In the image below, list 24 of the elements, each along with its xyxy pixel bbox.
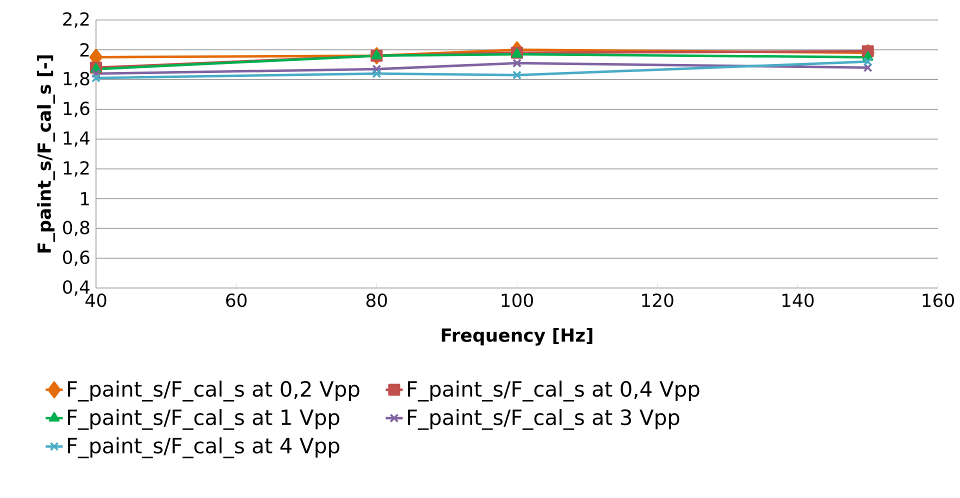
- legend-label: F_paint_s/F_cal_s at 3 Vpp: [408, 408, 680, 430]
- y-tick-label: 1,4: [64, 131, 90, 147]
- x-tick-label: 60: [226, 294, 247, 308]
- legend-label: F_paint_s/F_cal_s at 0,4 Vpp: [408, 380, 700, 402]
- legend-label: F_paint_s/F_cal_s at 0,2 Vpp: [68, 380, 360, 402]
- x-axis-title: Frequency [Hz]: [442, 328, 592, 346]
- x-tick-label: 140: [782, 294, 814, 308]
- legend-label: F_paint_s/F_cal_s at 4 Vpp: [68, 437, 340, 458]
- y-tick-label: 0,6: [63, 250, 90, 266]
- y-tick-label: 1,6: [64, 102, 90, 118]
- y-tick-label: 1,2: [64, 161, 89, 177]
- x-tick-label: 40: [85, 294, 106, 308]
- x-tick-label: 100: [502, 294, 533, 308]
- y-tick-label: 0,8: [63, 220, 90, 236]
- x-tick-label: 80: [366, 294, 387, 308]
- y-tick-label: 2: [80, 43, 89, 56]
- y-axis-title: F_paint_s/F_cal_s [-]: [37, 55, 55, 253]
- legend-label: F_paint_s/F_cal_s at 1 Vpp: [68, 408, 340, 430]
- y-tick-label: 1: [81, 192, 89, 206]
- y-tick-label: 2,2: [63, 12, 89, 28]
- y-tick-label: 0,4: [63, 280, 90, 296]
- x-tick-label: 120: [642, 294, 674, 308]
- x-tick-label: 160: [922, 294, 954, 308]
- y-tick-label: 1,8: [64, 72, 90, 88]
